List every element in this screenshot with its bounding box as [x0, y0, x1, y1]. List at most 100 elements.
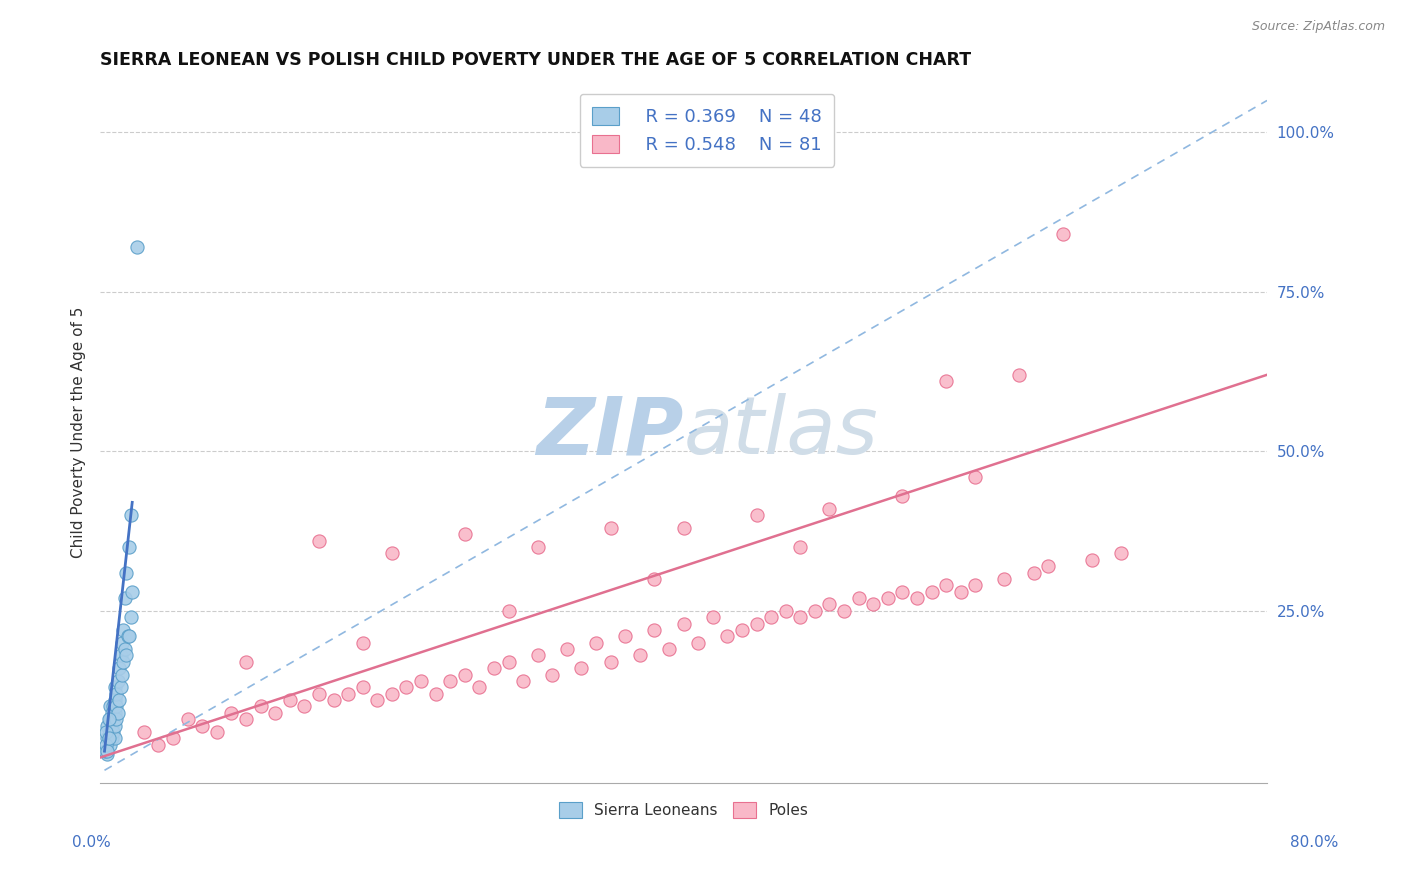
Point — [111, 667, 134, 681]
Point — [114, 591, 136, 605]
Point — [628, 648, 651, 663]
Point — [541, 667, 564, 681]
Point — [125, 240, 148, 254]
Point — [120, 610, 142, 624]
Point — [120, 508, 142, 522]
Point — [891, 489, 914, 503]
Point — [112, 623, 135, 637]
Point — [439, 673, 461, 688]
Point — [688, 636, 710, 650]
Point — [264, 706, 287, 720]
Text: ZIP: ZIP — [536, 393, 683, 471]
Point — [103, 712, 125, 726]
Point — [891, 584, 914, 599]
Point — [965, 578, 987, 592]
Point — [97, 712, 120, 726]
Point — [789, 610, 811, 624]
Point — [98, 699, 121, 714]
Point — [965, 470, 987, 484]
Point — [117, 629, 139, 643]
Point — [876, 591, 898, 605]
Point — [322, 693, 344, 707]
Point — [498, 655, 520, 669]
Point — [832, 604, 855, 618]
Point — [599, 521, 621, 535]
Legend: Sierra Leoneans, Poles: Sierra Leoneans, Poles — [553, 797, 814, 824]
Point — [1038, 559, 1060, 574]
Point — [96, 747, 118, 762]
Point — [103, 725, 125, 739]
Point — [745, 616, 768, 631]
Point — [571, 661, 593, 675]
Point — [191, 718, 214, 732]
Point — [101, 731, 124, 746]
Point — [352, 681, 374, 695]
Point — [555, 642, 578, 657]
Point — [93, 744, 115, 758]
Point — [804, 604, 827, 618]
Point — [366, 693, 388, 707]
Point — [115, 648, 138, 663]
Point — [103, 699, 125, 714]
Point — [731, 623, 754, 637]
Point — [454, 527, 477, 541]
Point — [658, 642, 681, 657]
Point — [935, 578, 957, 592]
Point — [104, 706, 127, 720]
Point — [96, 718, 118, 732]
Point — [107, 706, 129, 720]
Point — [643, 623, 665, 637]
Point — [482, 661, 505, 675]
Point — [337, 687, 360, 701]
Point — [221, 706, 243, 720]
Point — [352, 636, 374, 650]
Point — [599, 655, 621, 669]
Point — [98, 725, 121, 739]
Point — [848, 591, 870, 605]
Point — [176, 712, 198, 726]
Point — [98, 712, 121, 726]
Point — [1081, 553, 1104, 567]
Point — [745, 508, 768, 522]
Point — [101, 718, 124, 732]
Point — [935, 374, 957, 388]
Point — [862, 598, 884, 612]
Point — [121, 584, 143, 599]
Point — [162, 731, 184, 746]
Point — [235, 712, 257, 726]
Point — [614, 629, 637, 643]
Point — [107, 673, 129, 688]
Point — [526, 540, 548, 554]
Point — [395, 681, 418, 695]
Point — [308, 533, 330, 548]
Point — [454, 667, 477, 681]
Point — [235, 655, 257, 669]
Y-axis label: Child Poverty Under the Age of 5: Child Poverty Under the Age of 5 — [72, 307, 86, 558]
Point — [425, 687, 447, 701]
Point — [1008, 368, 1031, 382]
Point — [585, 636, 607, 650]
Point — [818, 501, 841, 516]
Point — [96, 744, 118, 758]
Point — [104, 731, 127, 746]
Point — [105, 712, 128, 726]
Point — [278, 693, 301, 707]
Point — [249, 699, 271, 714]
Text: SIERRA LEONEAN VS POLISH CHILD POVERTY UNDER THE AGE OF 5 CORRELATION CHART: SIERRA LEONEAN VS POLISH CHILD POVERTY U… — [100, 51, 972, 69]
Point — [108, 661, 131, 675]
Point — [672, 616, 695, 631]
Point — [292, 699, 315, 714]
Point — [115, 566, 138, 580]
Point — [110, 681, 132, 695]
Point — [114, 642, 136, 657]
Point — [104, 693, 127, 707]
Point — [905, 591, 928, 605]
Point — [205, 725, 228, 739]
Point — [409, 673, 432, 688]
Point — [1109, 546, 1132, 560]
Text: 0.0%: 0.0% — [72, 836, 111, 850]
Point — [101, 706, 124, 720]
Point — [97, 731, 120, 746]
Point — [702, 610, 724, 624]
Point — [672, 521, 695, 535]
